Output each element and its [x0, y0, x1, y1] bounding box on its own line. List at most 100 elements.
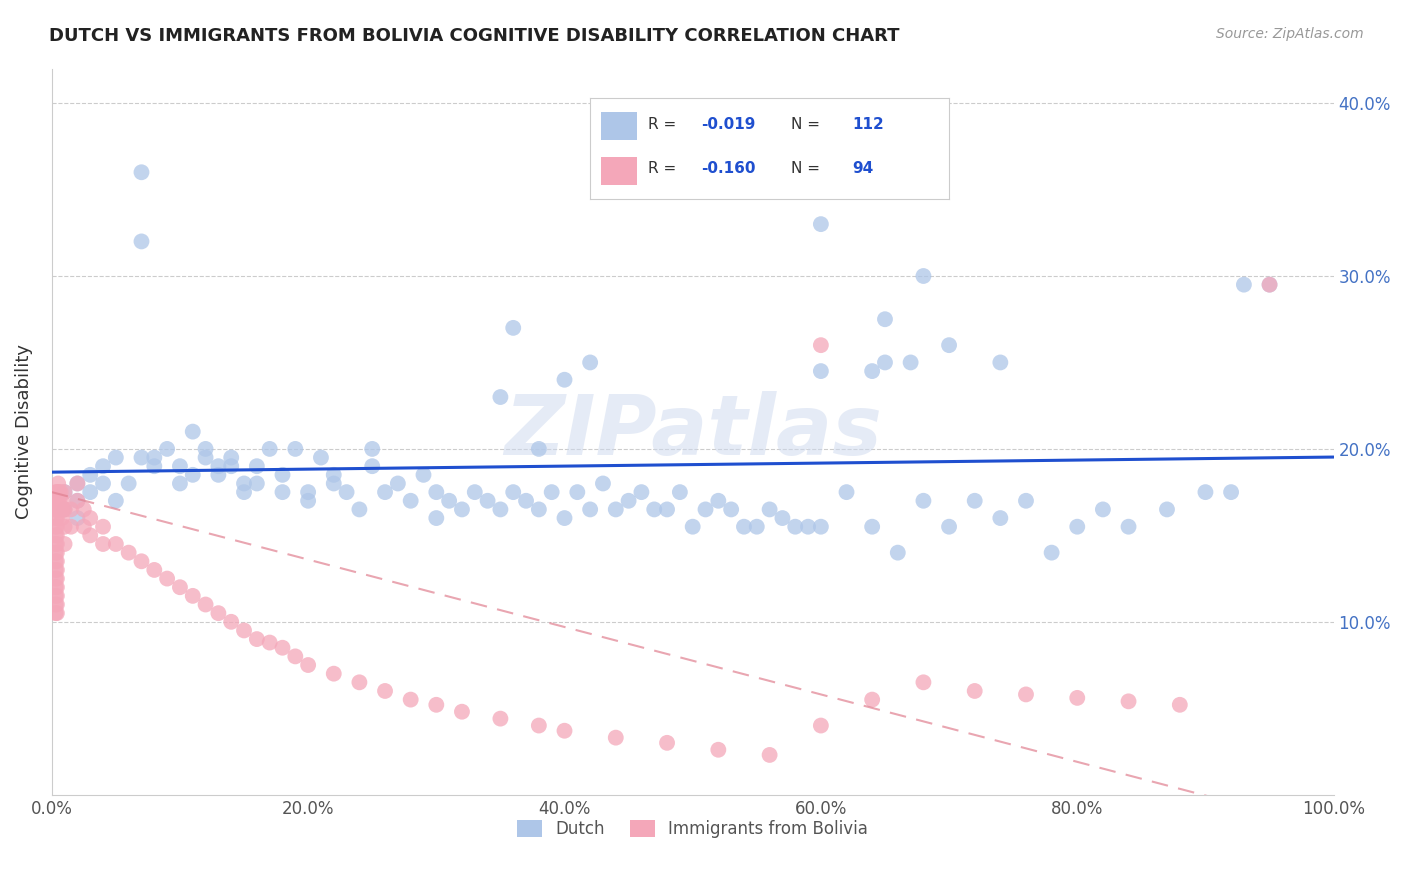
Point — [45, 572, 67, 586]
Point — [246, 459, 269, 474]
Point — [810, 217, 832, 231]
Point — [1156, 502, 1178, 516]
Point — [169, 580, 191, 594]
Point — [1220, 485, 1243, 500]
Point — [45, 537, 67, 551]
Point — [592, 476, 614, 491]
Point — [669, 485, 692, 500]
Point — [399, 493, 422, 508]
Point — [207, 459, 229, 474]
Point — [758, 502, 780, 516]
Point — [169, 476, 191, 491]
Point — [271, 640, 294, 655]
Point — [91, 537, 114, 551]
Point — [45, 511, 67, 525]
Point — [720, 502, 742, 516]
Point — [284, 649, 307, 664]
Point — [53, 502, 76, 516]
Point — [900, 355, 922, 369]
Point — [169, 459, 191, 474]
Point — [1258, 277, 1281, 292]
Point — [45, 519, 67, 533]
Point — [655, 502, 678, 516]
Point — [374, 684, 396, 698]
Point — [45, 589, 67, 603]
Point — [45, 572, 67, 586]
Point — [1015, 493, 1038, 508]
Point — [194, 450, 217, 465]
Point — [118, 476, 141, 491]
Point — [860, 519, 883, 533]
Text: DUTCH VS IMMIGRANTS FROM BOLIVIA COGNITIVE DISABILITY CORRELATION CHART: DUTCH VS IMMIGRANTS FROM BOLIVIA COGNITI… — [49, 27, 900, 45]
Point — [156, 572, 179, 586]
Point — [605, 731, 627, 745]
Point — [73, 502, 96, 516]
Point — [246, 632, 269, 646]
Point — [810, 364, 832, 378]
Y-axis label: Cognitive Disability: Cognitive Disability — [15, 344, 32, 519]
Point — [48, 485, 70, 500]
Point — [399, 692, 422, 706]
Point — [194, 442, 217, 456]
Point — [45, 589, 67, 603]
Point — [73, 519, 96, 533]
Point — [785, 519, 807, 533]
Point — [643, 502, 665, 516]
Point — [1233, 277, 1256, 292]
Point — [233, 476, 256, 491]
Point — [59, 502, 82, 516]
Point — [425, 698, 447, 712]
Point — [45, 546, 67, 560]
Point — [361, 442, 384, 456]
Point — [45, 580, 67, 594]
Point — [233, 485, 256, 500]
Point — [219, 615, 242, 629]
Point — [349, 502, 371, 516]
Point — [579, 502, 602, 516]
Point — [477, 493, 499, 508]
Point — [451, 502, 474, 516]
Point — [59, 519, 82, 533]
Point — [938, 519, 960, 533]
Point — [233, 624, 256, 638]
Point — [912, 493, 935, 508]
Point — [45, 493, 67, 508]
Point — [45, 554, 67, 568]
Point — [131, 235, 153, 249]
Point — [860, 364, 883, 378]
Point — [1040, 546, 1063, 560]
Point — [1066, 519, 1088, 533]
Point — [45, 502, 67, 516]
Point — [489, 390, 512, 404]
Point — [412, 467, 434, 482]
Point — [579, 355, 602, 369]
Point — [45, 519, 67, 533]
Point — [259, 635, 281, 649]
Point — [553, 373, 575, 387]
Point — [53, 502, 76, 516]
Point — [707, 493, 730, 508]
Point — [45, 598, 67, 612]
Text: ZIPatlas: ZIPatlas — [503, 391, 882, 472]
Point — [887, 546, 910, 560]
Point — [835, 485, 858, 500]
Point — [181, 589, 204, 603]
Point — [502, 485, 524, 500]
Point — [143, 563, 166, 577]
Point — [707, 743, 730, 757]
Point — [104, 450, 127, 465]
Point — [49, 485, 72, 500]
Point — [131, 554, 153, 568]
Point — [45, 563, 67, 577]
Point — [336, 485, 359, 500]
Point — [963, 684, 986, 698]
Point — [527, 502, 550, 516]
Point — [46, 502, 69, 516]
Point — [45, 528, 67, 542]
Point — [860, 692, 883, 706]
Point — [284, 442, 307, 456]
Point — [938, 338, 960, 352]
Point — [104, 493, 127, 508]
Point — [131, 165, 153, 179]
Point — [1168, 698, 1191, 712]
